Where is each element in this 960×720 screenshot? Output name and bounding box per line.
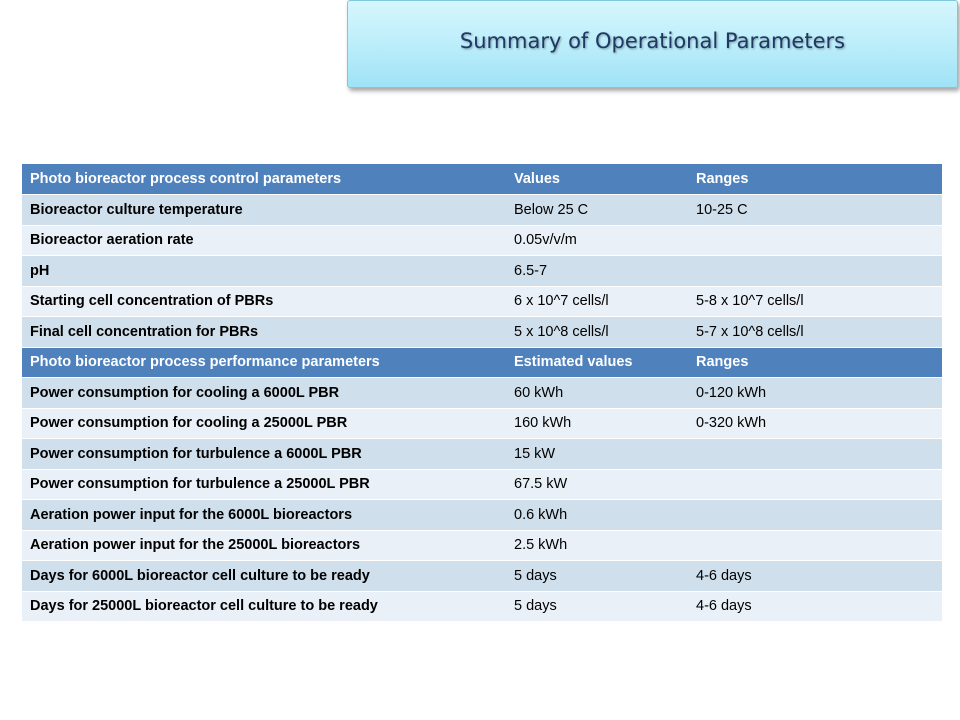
parameter-cell: Bioreactor aeration rate <box>22 225 506 256</box>
table-row: Bioreactor aeration rate 0.05v/v/m <box>22 225 942 256</box>
parameter-cell: Starting cell concentration of PBRs <box>22 286 506 317</box>
parameters-table: Photo bioreactor process control paramet… <box>22 164 942 622</box>
parameter-cell: Final cell concentration for PBRs <box>22 316 506 348</box>
parameter-cell: Days for 25000L bioreactor cell culture … <box>22 591 506 622</box>
table-row: Power consumption for cooling a 6000L PB… <box>22 377 942 409</box>
table-row: Aeration power input for the 6000L biore… <box>22 499 942 531</box>
range-cell: 4-6 days <box>688 591 942 622</box>
header-cell: Ranges <box>688 164 942 195</box>
header-cell: Estimated values <box>506 347 688 378</box>
parameter-cell: Bioreactor culture temperature <box>22 194 506 226</box>
range-cell <box>688 499 942 531</box>
header-cell: Values <box>506 164 688 195</box>
range-cell: 4-6 days <box>688 560 942 592</box>
table-row: Days for 6000L bioreactor cell culture t… <box>22 560 942 592</box>
value-cell: 6 x 10^7 cells/l <box>506 286 688 317</box>
range-cell <box>688 469 942 500</box>
value-cell: 0.6 kWh <box>506 499 688 531</box>
value-cell: 15 kW <box>506 438 688 470</box>
parameter-cell: Power consumption for turbulence a 6000L… <box>22 438 506 470</box>
parameter-cell: Power consumption for cooling a 6000L PB… <box>22 377 506 409</box>
value-cell: 2.5 kWh <box>506 530 688 561</box>
parameter-cell: Days for 6000L bioreactor cell culture t… <box>22 560 506 592</box>
header-cell: Photo bioreactor process performance par… <box>22 347 506 378</box>
value-cell: 5 days <box>506 560 688 592</box>
page-title: Summary of Operational Parameters <box>459 29 846 53</box>
range-cell: 0-320 kWh <box>688 408 942 439</box>
parameter-cell: Power consumption for cooling a 25000L P… <box>22 408 506 439</box>
table-row: Final cell concentration for PBRs 5 x 10… <box>22 316 942 348</box>
range-cell <box>688 225 942 256</box>
table-row: Power consumption for turbulence a 25000… <box>22 469 942 500</box>
parameter-cell: pH <box>22 255 506 287</box>
value-cell: 160 kWh <box>506 408 688 439</box>
range-cell: 0-120 kWh <box>688 377 942 409</box>
table-row: Power consumption for turbulence a 6000L… <box>22 438 942 470</box>
table-row: Starting cell concentration of PBRs 6 x … <box>22 286 942 317</box>
parameter-cell: Power consumption for turbulence a 25000… <box>22 469 506 500</box>
range-cell: 5-7 x 10^8 cells/l <box>688 316 942 348</box>
range-cell <box>688 530 942 561</box>
table-header-control: Photo bioreactor process control paramet… <box>22 164 942 195</box>
value-cell: 67.5 kW <box>506 469 688 500</box>
range-cell <box>688 438 942 470</box>
value-cell: Below 25 C <box>506 194 688 226</box>
range-cell: 10-25 C <box>688 194 942 226</box>
value-cell: 5 x 10^8 cells/l <box>506 316 688 348</box>
header-cell: Ranges <box>688 347 942 378</box>
value-cell: 6.5-7 <box>506 255 688 287</box>
parameter-cell: Aeration power input for the 25000L bior… <box>22 530 506 561</box>
value-cell: 0.05v/v/m <box>506 225 688 256</box>
value-cell: 60 kWh <box>506 377 688 409</box>
table-header-performance: Photo bioreactor process performance par… <box>22 347 942 378</box>
parameter-cell: Aeration power input for the 6000L biore… <box>22 499 506 531</box>
range-cell <box>688 255 942 287</box>
table-row: Aeration power input for the 25000L bior… <box>22 530 942 561</box>
value-cell: 5 days <box>506 591 688 622</box>
table-row: Power consumption for cooling a 25000L P… <box>22 408 942 439</box>
table-row: pH 6.5-7 <box>22 255 942 287</box>
range-cell: 5-8 x 10^7 cells/l <box>688 286 942 317</box>
table-row: Bioreactor culture temperature Below 25 … <box>22 194 942 226</box>
table-row: Days for 25000L bioreactor cell culture … <box>22 591 942 622</box>
title-banner: Summary of Operational Parameters <box>347 0 958 88</box>
header-cell: Photo bioreactor process control paramet… <box>22 164 506 195</box>
